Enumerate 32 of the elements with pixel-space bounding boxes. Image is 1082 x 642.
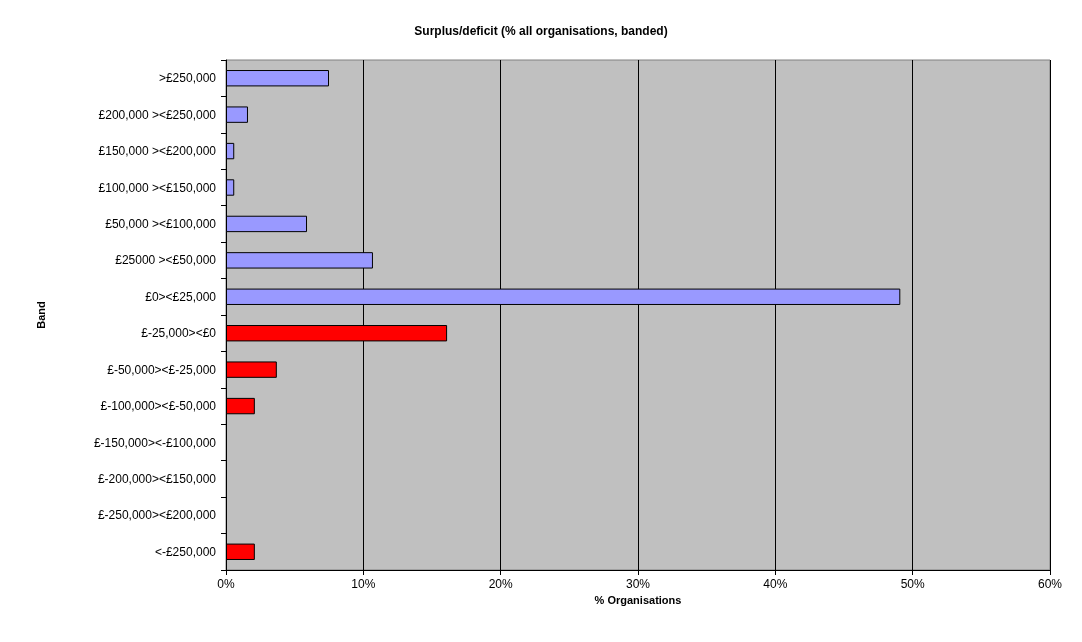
y-tick-label: £-250,000><£200,000 (97, 508, 217, 523)
x-tick-label: 20% (488, 577, 513, 591)
y-tick-label: £25000 ><£50,000 (115, 253, 217, 268)
bar (226, 543, 255, 560)
y-tick-label: £-50,000><£-25,000 (107, 362, 217, 377)
x-tick-label: 60% (1037, 577, 1063, 591)
y-tick-label: £-25,000><£0 (141, 326, 217, 341)
x-tick-label: 10% (351, 577, 376, 591)
y-tick-label: >£250,000 (158, 71, 217, 86)
x-axis-title: % Organisations (594, 594, 682, 607)
x-tick-label: 0% (217, 577, 235, 591)
bar (226, 70, 329, 87)
bar (226, 106, 248, 123)
x-tick-label: 50% (900, 577, 925, 591)
y-tick-label: £100,000 ><£150,000 (98, 180, 217, 195)
y-tick-label: £50,000 ><£100,000 (105, 216, 217, 231)
bar (226, 179, 235, 196)
x-tick-label: 40% (763, 577, 788, 591)
y-tick-label: £-200,000><£150,000 (97, 471, 217, 486)
bar (226, 361, 277, 378)
y-tick-label: £200,000 ><£250,000 (98, 107, 217, 122)
bar (226, 215, 308, 233)
bar (226, 397, 255, 415)
chart-title: Surplus/deficit (% all organisations, banded) (414, 24, 668, 38)
y-tick-label: £0><£25,000 (145, 289, 217, 304)
y-tick-label: <-£250,000 (154, 544, 217, 559)
bar (226, 142, 235, 160)
y-axis-title: Band (34, 301, 47, 329)
x-tick-label: 30% (625, 577, 651, 591)
y-tick-label: £150,000 ><£200,000 (98, 144, 217, 159)
y-tick-label: £-100,000><£-50,000 (100, 399, 217, 414)
y-tick-label: £-150,000><-£100,000 (93, 435, 217, 450)
